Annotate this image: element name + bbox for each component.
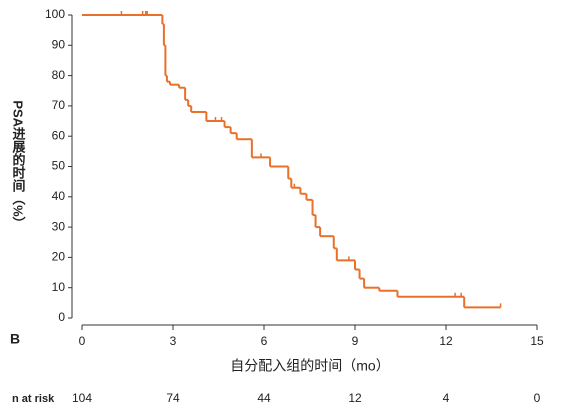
y-tick-label: 90 xyxy=(52,37,66,51)
y-axis-label: PSA进展的时间（%） xyxy=(11,100,27,229)
y-tick-label: 50 xyxy=(52,159,66,173)
x-tick-label: 0 xyxy=(79,334,86,348)
y-tick-label: 40 xyxy=(52,189,66,203)
x-tick-label: 15 xyxy=(530,334,544,348)
y-tick-label: 60 xyxy=(52,128,66,142)
y-tick-label: 0 xyxy=(58,310,65,324)
y-tick-label: 30 xyxy=(52,219,66,233)
at-risk-count: 104 xyxy=(72,391,92,405)
at-risk-count: 74 xyxy=(166,391,180,405)
y-tick-label: 20 xyxy=(52,250,66,264)
at-risk-count: 0 xyxy=(534,391,541,405)
at-risk-count: 12 xyxy=(348,391,362,405)
panel-label: B xyxy=(10,331,20,347)
y-tick-label: 10 xyxy=(52,280,66,294)
x-tick-label: 12 xyxy=(439,334,453,348)
y-tick-label: 70 xyxy=(52,98,66,112)
at-risk-count: 4 xyxy=(443,391,450,405)
y-tick-label: 80 xyxy=(52,68,66,82)
x-axis-label: 自分配入组的时间（mo） xyxy=(230,358,389,374)
x-tick-label: 6 xyxy=(261,334,268,348)
x-tick-label: 3 xyxy=(170,334,177,348)
x-tick-label: 9 xyxy=(352,334,359,348)
at-risk-count: 44 xyxy=(257,391,271,405)
risk-label: n at risk xyxy=(12,393,55,405)
y-tick-label: 100 xyxy=(45,7,65,21)
